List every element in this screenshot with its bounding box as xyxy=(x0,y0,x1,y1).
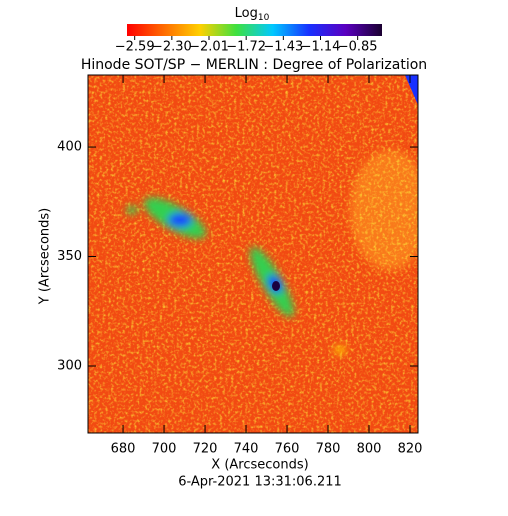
y-tick-label: 350 xyxy=(57,249,82,264)
colorbar xyxy=(127,24,382,36)
colorbar-tick-label: −0.85 xyxy=(338,40,378,55)
colorbar-tick-label: −2.30 xyxy=(152,40,192,55)
x-tick-label: 820 xyxy=(398,442,423,457)
footer-date: 6-Apr-2021 13:31:06.211 xyxy=(178,475,342,490)
colorbar-tick-label: −2.59 xyxy=(115,40,155,55)
colorbar-tick-label: −1.14 xyxy=(301,40,341,55)
x-tick-label: 780 xyxy=(316,442,341,457)
x-axis-label: X (Arcseconds) xyxy=(211,458,308,473)
colorbar-label: Log10 xyxy=(235,6,270,23)
x-tick-label: 680 xyxy=(111,442,136,457)
plot-frame xyxy=(87,74,419,434)
colorbar-tick-label: −2.01 xyxy=(189,40,229,55)
x-tick-label: 760 xyxy=(275,442,300,457)
x-tick-label: 740 xyxy=(234,442,259,457)
y-tick-label: 400 xyxy=(57,140,82,155)
x-tick-label: 700 xyxy=(152,442,177,457)
chart-title: Hinode SOT/SP − MERLIN : Degree of Polar… xyxy=(81,57,427,73)
x-tick-label: 720 xyxy=(193,442,218,457)
y-axis-label: Y (Arcseconds) xyxy=(38,208,53,305)
y-tick-label: 300 xyxy=(57,358,82,373)
colorbar-tick-label: −1.72 xyxy=(226,40,266,55)
colorbar-tick-label: −1.43 xyxy=(263,40,303,55)
heatmap-image xyxy=(88,75,418,433)
x-tick-label: 800 xyxy=(357,442,382,457)
